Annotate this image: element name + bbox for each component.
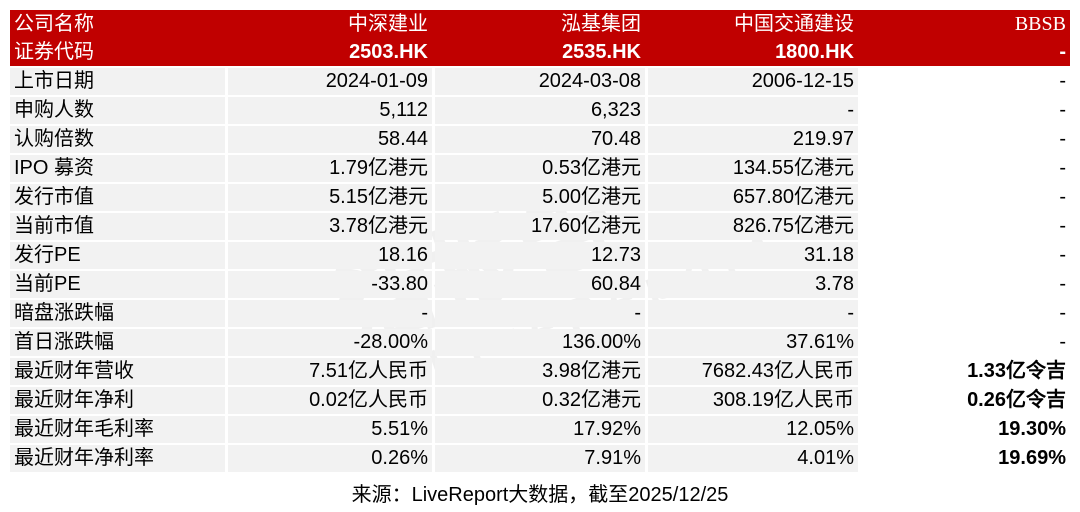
table-cell: 136.00% — [435, 329, 645, 356]
header-cell: 中国交通建设 — [645, 10, 858, 38]
table-cell: 7682.43亿人民币 — [648, 358, 858, 385]
table-cell: 17.92% — [435, 416, 645, 443]
header-cell: 2503.HK — [225, 38, 432, 66]
table-cell: 7.91% — [435, 445, 645, 472]
header-cell: - — [858, 38, 1070, 66]
row-label: 最近财年净利 — [10, 387, 225, 414]
row-label: 认购倍数 — [10, 126, 225, 153]
table-cell: 1.33亿令吉 — [861, 358, 1070, 385]
row-label: 最近财年营收 — [10, 358, 225, 385]
table-cell: 2024-01-09 — [228, 68, 432, 95]
row-label: 当前市值 — [10, 213, 225, 240]
table-cell: - — [861, 97, 1070, 124]
table-cell: - — [861, 126, 1070, 153]
row-label: 首日涨跌幅 — [10, 329, 225, 356]
table-cell: 657.80亿港元 — [648, 184, 858, 211]
table-cell: 0.26亿令吉 — [861, 387, 1070, 414]
table-cell: 37.61% — [648, 329, 858, 356]
table-cell: 3.78 — [648, 271, 858, 298]
table-cell: 6,323 — [435, 97, 645, 124]
table-cell: - — [861, 300, 1070, 327]
table-cell: 70.48 — [435, 126, 645, 153]
table-cell: -33.80 — [228, 271, 432, 298]
table-cell: - — [861, 155, 1070, 182]
table-cell: 219.97 — [648, 126, 858, 153]
table-cell: 5,112 — [228, 97, 432, 124]
table-cell: 0.02亿人民币 — [228, 387, 432, 414]
table-cell: - — [861, 213, 1070, 240]
table-cell: - — [648, 97, 858, 124]
table-cell: 1.79亿港元 — [228, 155, 432, 182]
table-cell: 12.05% — [648, 416, 858, 443]
table-cell: 31.18 — [648, 242, 858, 269]
table-cell: 0.32亿港元 — [435, 387, 645, 414]
header-label: 证券代码 — [10, 38, 225, 66]
row-label: 暗盘涨跌幅 — [10, 300, 225, 327]
table-cell: - — [861, 271, 1070, 298]
row-label: 当前PE — [10, 271, 225, 298]
table-cell: 2006-12-15 — [648, 68, 858, 95]
row-label: 最近财年净利率 — [10, 445, 225, 472]
table-cell: 3.78亿港元 — [228, 213, 432, 240]
table-cell: - — [435, 300, 645, 327]
table-cell: 826.75亿港元 — [648, 213, 858, 240]
row-label: 申购人数 — [10, 97, 225, 124]
table-cell: - — [861, 68, 1070, 95]
table-cell: 17.60亿港元 — [435, 213, 645, 240]
source-note: 来源：LiveReport大数据，截至2025/12/25 — [351, 484, 729, 506]
header-label: 公司名称 — [10, 10, 225, 38]
table-cell: - — [861, 242, 1070, 269]
table-cell: 134.55亿港元 — [648, 155, 858, 182]
table-cell: 58.44 — [228, 126, 432, 153]
table-cell: 5.00亿港元 — [435, 184, 645, 211]
table-cell: 0.53亿港元 — [435, 155, 645, 182]
table-cell: 7.51亿人民币 — [228, 358, 432, 385]
row-label: 上市日期 — [10, 68, 225, 95]
header-cell: 2535.HK — [432, 38, 645, 66]
header-cell: 中深建业 — [225, 10, 432, 38]
table-cell: 12.73 — [435, 242, 645, 269]
table-cell: 4.01% — [648, 445, 858, 472]
table-cell: 0.26% — [228, 445, 432, 472]
row-label: 发行市值 — [10, 184, 225, 211]
table-cell: 60.84 — [435, 271, 645, 298]
table-cell: 5.15亿港元 — [228, 184, 432, 211]
row-label: IPO 募资 — [10, 155, 225, 182]
table-cell: 308.19亿人民币 — [648, 387, 858, 414]
table-cell: 19.69% — [861, 445, 1070, 472]
table-cell: 2024-03-08 — [435, 68, 645, 95]
row-label: 发行PE — [10, 242, 225, 269]
table-cell: 3.98亿港元 — [435, 358, 645, 385]
table-cell: -28.00% — [228, 329, 432, 356]
table-cell: 5.51% — [228, 416, 432, 443]
table-cell: - — [648, 300, 858, 327]
header-cell: 泓基集团 — [432, 10, 645, 38]
table-cell: 18.16 — [228, 242, 432, 269]
table-cell: 19.30% — [861, 416, 1070, 443]
row-label: 最近财年毛利率 — [10, 416, 225, 443]
header-cell: 1800.HK — [645, 38, 858, 66]
table-cell: - — [861, 184, 1070, 211]
table-cell: - — [228, 300, 432, 327]
table-cell: - — [861, 329, 1070, 356]
header-cell: BBSB — [858, 10, 1070, 38]
